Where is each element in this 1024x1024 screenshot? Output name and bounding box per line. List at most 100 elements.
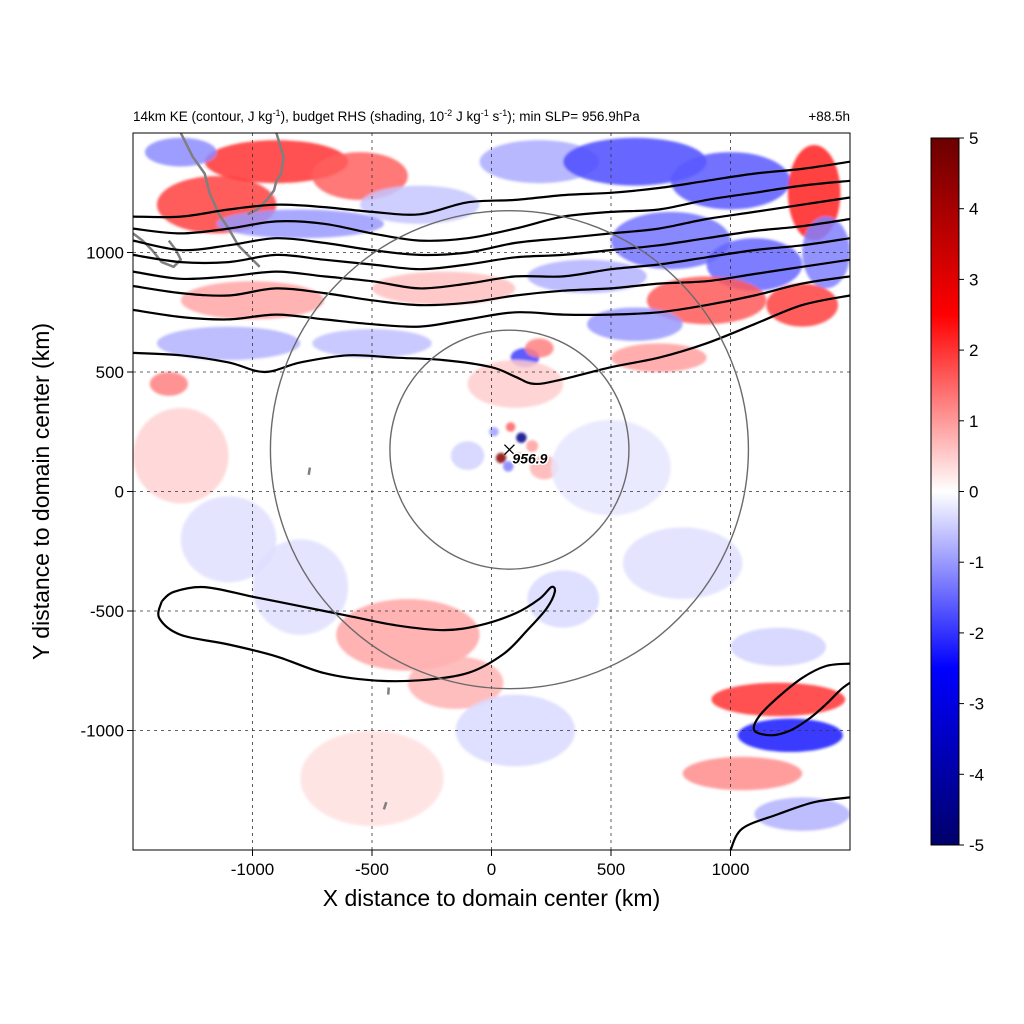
title-sup-1: -1 bbox=[273, 108, 281, 118]
coastline bbox=[247, 133, 285, 216]
x-tick-label: -500 bbox=[355, 860, 389, 879]
shading-feature bbox=[144, 137, 217, 167]
ke-contour-line bbox=[133, 196, 850, 257]
title-part-5: ); min SLP= 956.9hPa bbox=[507, 109, 640, 124]
storm-center-marker bbox=[503, 444, 515, 456]
x-tick-label: 0 bbox=[487, 860, 496, 879]
range-circles bbox=[269, 209, 750, 690]
shading-feature bbox=[502, 461, 514, 472]
range-circle bbox=[389, 329, 630, 570]
x-axis-title: X distance to domain center (km) bbox=[323, 885, 660, 911]
shading-feature bbox=[587, 307, 683, 341]
shading-feature bbox=[527, 570, 600, 628]
colorbar-tick-label: 3 bbox=[969, 270, 978, 289]
shading-feature bbox=[450, 441, 485, 470]
ke-contour-line bbox=[133, 275, 850, 328]
colorbar-ticks: 5 4 3 2 1 0 -1 -2 -3 -4 -5 bbox=[959, 129, 984, 855]
shading-feature bbox=[563, 137, 707, 186]
shading-feature bbox=[180, 496, 277, 583]
ke-contour-line bbox=[133, 217, 850, 271]
shading-feature bbox=[204, 140, 349, 184]
title-sup-4: -1 bbox=[499, 108, 507, 118]
colorbar-tick-label: 5 bbox=[969, 129, 978, 148]
colorbar-tick-label: -1 bbox=[969, 553, 984, 572]
shading-feature bbox=[529, 455, 559, 480]
shading-feature bbox=[526, 440, 539, 453]
title-part-3: J kg bbox=[452, 109, 481, 124]
colorbar-tick-label: -5 bbox=[969, 836, 984, 855]
shading-feature bbox=[360, 185, 480, 224]
shading-feature bbox=[156, 326, 301, 361]
colorbar-scale bbox=[930, 137, 960, 846]
shading-feature bbox=[622, 527, 743, 600]
coastline bbox=[179, 133, 261, 268]
title-sup-2: -2 bbox=[444, 108, 452, 118]
y-axis: -1000 -500 0 500 1000 bbox=[81, 244, 133, 741]
ke-contour-line bbox=[133, 258, 850, 307]
title-part-2: ), budget RHS (shading, 10 bbox=[281, 109, 445, 124]
shading-feature bbox=[312, 152, 408, 200]
shading-feature bbox=[489, 426, 499, 437]
shading-feature bbox=[479, 140, 600, 184]
y-tick-label: -500 bbox=[90, 602, 124, 621]
shading-feature bbox=[467, 360, 564, 408]
shading-feature bbox=[372, 271, 516, 306]
time-label: +88.5h bbox=[808, 109, 850, 124]
storm-center: 956.9 bbox=[503, 444, 549, 468]
shading-feature bbox=[737, 718, 843, 753]
shading-feature bbox=[495, 452, 507, 464]
shading-feature bbox=[516, 432, 527, 443]
ke-contours bbox=[133, 160, 850, 850]
title-sup-3: -1 bbox=[481, 108, 489, 118]
shading-feature bbox=[754, 797, 850, 831]
shading-feature bbox=[216, 209, 384, 239]
y-axis-title: Y distance to domain center (km) bbox=[28, 323, 54, 660]
ke-contour-line bbox=[752, 662, 850, 737]
shading-feature bbox=[455, 694, 576, 767]
colorbar-tick-label: -3 bbox=[969, 695, 984, 714]
ke-contour-line bbox=[133, 179, 850, 242]
x-tick-label: -1000 bbox=[231, 860, 274, 879]
shading-feature bbox=[149, 372, 188, 396]
plot-area: 956.9 bbox=[132, 132, 851, 851]
shading-feature bbox=[730, 627, 827, 666]
shading-feature bbox=[711, 682, 846, 717]
range-circle bbox=[269, 209, 750, 690]
ke-contour-line bbox=[133, 237, 850, 290]
coastline bbox=[307, 467, 312, 476]
y-tick-label: 1000 bbox=[86, 244, 124, 263]
shading-feature bbox=[133, 407, 229, 504]
plot-title: 14km KE (contour, J kg-1), budget RHS (s… bbox=[133, 108, 640, 124]
shading-feature bbox=[646, 276, 767, 325]
colorbar-tick-label: 0 bbox=[969, 483, 978, 502]
x-tick-label: 1000 bbox=[712, 860, 750, 879]
y-tick-label: -1000 bbox=[81, 722, 124, 741]
ke-contour-line bbox=[133, 160, 850, 219]
colorbar-tick-label: 1 bbox=[969, 412, 978, 431]
min-slp-label: 956.9 bbox=[512, 451, 547, 467]
shading-feature bbox=[180, 281, 325, 320]
y-tick-label: 0 bbox=[115, 483, 124, 502]
colorbar: 5 4 3 2 1 0 -1 -2 -3 -4 -5 bbox=[930, 129, 984, 855]
x-tick-label: 500 bbox=[597, 860, 625, 879]
shading-feature bbox=[682, 756, 803, 791]
colorbar-tick-label: -2 bbox=[969, 624, 984, 643]
title-part-1: 14km KE (contour, J kg bbox=[133, 109, 273, 124]
shading-feature bbox=[524, 338, 554, 358]
colorbar-tick-label: 4 bbox=[969, 200, 978, 219]
grid-lines bbox=[133, 133, 850, 850]
y-tick-label: 500 bbox=[96, 363, 124, 382]
shading-feature bbox=[505, 422, 516, 432]
ke-contour-line bbox=[157, 585, 557, 683]
shading-feature bbox=[670, 152, 791, 210]
colorbar-tick-label: -4 bbox=[969, 765, 984, 784]
shading-feature bbox=[513, 452, 525, 464]
ke-contour-line bbox=[133, 294, 850, 386]
colorbar-tick-label: 2 bbox=[969, 341, 978, 360]
title-part-4: s bbox=[489, 109, 500, 124]
ke-contour-line bbox=[729, 796, 850, 850]
shading-feature bbox=[611, 211, 731, 270]
x-axis: -1000 -500 0 500 1000 bbox=[231, 850, 750, 879]
coastline bbox=[382, 801, 388, 810]
